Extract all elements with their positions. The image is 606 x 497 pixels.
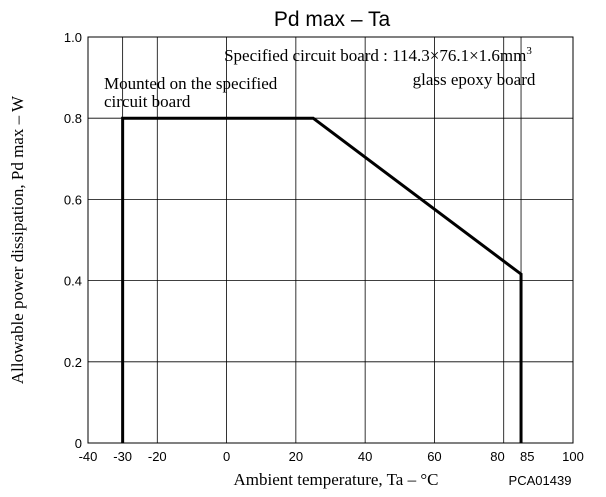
x-tick-label: -30 — [113, 449, 132, 464]
figure-code: PCA01439 — [509, 473, 572, 488]
x-axis-label: Ambient temperature, Ta – °C — [234, 470, 439, 489]
mounted-annotation-line2: circuit board — [104, 92, 191, 111]
x-tick-label: -40 — [79, 449, 98, 464]
x-tick-label: -20 — [148, 449, 167, 464]
plot-frame — [87, 36, 574, 444]
y-tick-label: 1.0 — [64, 30, 82, 45]
x-tick-label: 85 — [520, 449, 534, 464]
board-spec-text: Specified circuit board : 114.3×76.1×1.6… — [224, 46, 526, 65]
y-tick-label: 0.4 — [64, 274, 82, 289]
mounted-annotation-line1: Mounted on the specified — [104, 74, 278, 93]
board-spec-superscript: 3 — [526, 45, 532, 57]
x-tick-label: 60 — [427, 449, 441, 464]
x-tick-label: 40 — [358, 449, 372, 464]
x-tick-label: 20 — [289, 449, 303, 464]
derating-curve — [121, 116, 523, 443]
y-tick-label: 0.6 — [64, 192, 82, 207]
board-material-annotation: glass epoxy board — [413, 70, 536, 89]
board-spec-annotation: Specified circuit board : 114.3×76.1×1.6… — [224, 45, 532, 65]
y-axis-label: Allowable power dissipation, Pd max – W — [8, 95, 27, 384]
series-layer — [121, 116, 523, 443]
y-tick-label: 0.2 — [64, 355, 82, 370]
x-tick-label: 80 — [490, 449, 504, 464]
x-tick-label: 0 — [223, 449, 230, 464]
x-tick-label: 100 — [562, 449, 584, 464]
y-tick-label: 0.8 — [64, 111, 82, 126]
chart-title: Pd max – Ta — [274, 8, 391, 31]
y-tick-label: 0 — [75, 436, 82, 451]
y-axis-ticks: 0 0.2 0.4 0.6 0.8 1.0 — [64, 30, 82, 451]
x-axis-ticks: -40 -30 -20 0 20 40 60 80 85 100 — [79, 449, 584, 464]
